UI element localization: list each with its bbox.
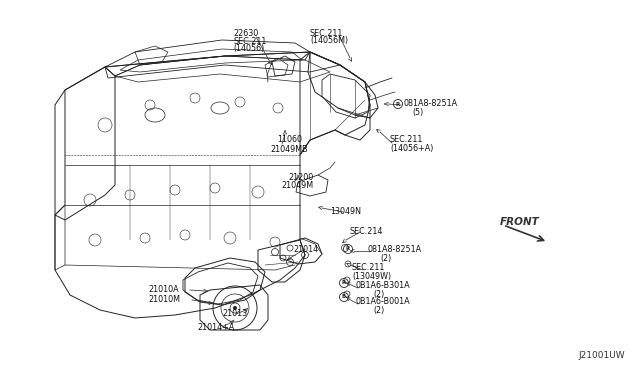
Text: (2): (2) (373, 291, 384, 299)
Text: 21014: 21014 (293, 244, 318, 253)
Text: 21200: 21200 (288, 173, 313, 182)
Text: 0B1A6-B001A: 0B1A6-B001A (356, 298, 411, 307)
Text: SEC.211: SEC.211 (352, 263, 385, 272)
Text: (13049W): (13049W) (352, 272, 391, 280)
Text: 081A8-8251A: 081A8-8251A (403, 99, 457, 108)
Text: 11060: 11060 (277, 135, 302, 144)
Text: 21049M: 21049M (281, 182, 313, 190)
Text: SEC.214: SEC.214 (349, 227, 382, 235)
Text: 13049N: 13049N (330, 208, 361, 217)
Text: 21014+A: 21014+A (197, 323, 234, 331)
Text: 0B1A6-B301A: 0B1A6-B301A (356, 282, 411, 291)
Circle shape (233, 306, 237, 310)
Text: R: R (346, 247, 350, 251)
Text: 081A8-8251A: 081A8-8251A (368, 244, 422, 253)
Text: SEC.211: SEC.211 (390, 135, 424, 144)
Text: SEC.211: SEC.211 (310, 29, 344, 38)
Text: (14056M): (14056M) (310, 36, 348, 45)
Text: 21010M: 21010M (148, 295, 180, 305)
Text: 21013: 21013 (222, 310, 247, 318)
Text: FRONT: FRONT (500, 217, 540, 227)
Text: (14056+A): (14056+A) (390, 144, 433, 154)
Text: R: R (342, 280, 346, 285)
Text: 21010A: 21010A (148, 285, 179, 295)
Text: R: R (396, 102, 400, 106)
Text: B: B (342, 295, 346, 299)
Text: 22630: 22630 (233, 29, 259, 38)
Text: (5): (5) (412, 108, 423, 116)
Text: SEC.211: SEC.211 (233, 36, 266, 45)
Text: 21049MB: 21049MB (270, 144, 308, 154)
Text: (14056): (14056) (233, 45, 264, 54)
Text: (2): (2) (380, 253, 391, 263)
Text: J21001UW: J21001UW (579, 351, 625, 360)
Text: (2): (2) (373, 307, 384, 315)
